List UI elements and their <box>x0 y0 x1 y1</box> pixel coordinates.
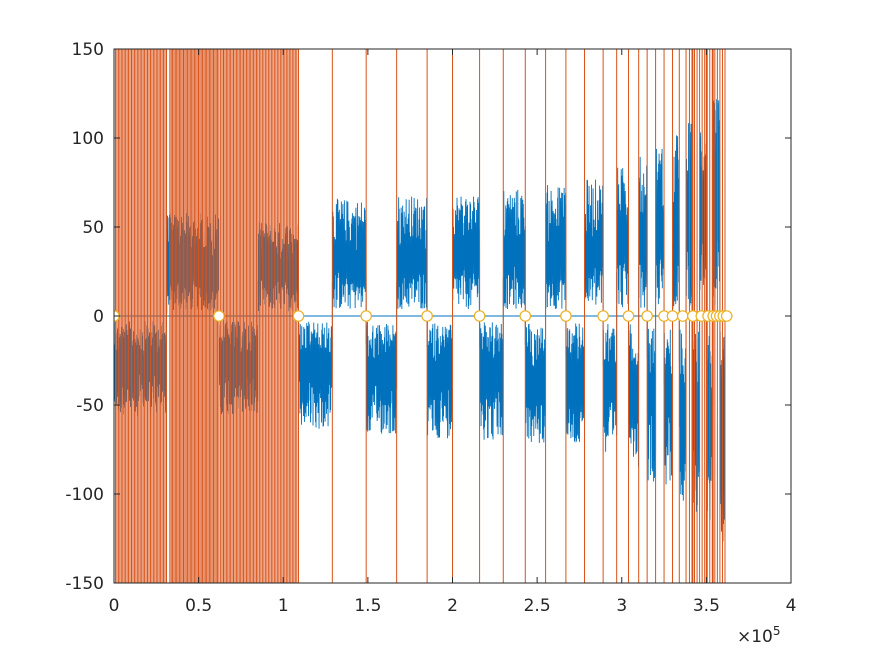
x-exponent-base: ×10 <box>737 627 773 647</box>
x-exponent-power: 5 <box>773 624 781 638</box>
zero-crossing-marker <box>666 310 679 322</box>
signal-segment <box>426 316 453 439</box>
signal-segment <box>565 316 585 443</box>
y-axis-ticks: 150 100 50 0 -50 -100 -150 <box>65 40 791 594</box>
signal-segment <box>479 316 504 440</box>
signal-segment <box>365 316 398 434</box>
y-tick-label: 100 <box>72 129 104 149</box>
square-wave-line <box>114 49 726 583</box>
x-tick-label: 0 <box>109 596 120 616</box>
zero-crossing-marker <box>292 310 305 322</box>
y-tick-label: 150 <box>72 40 104 60</box>
signal-segment <box>663 316 673 485</box>
zero-crossing-marker <box>641 310 653 322</box>
zero-crossing-marker <box>597 310 609 322</box>
signal-segment <box>298 316 333 429</box>
signal-segment <box>584 179 604 316</box>
x-tick-label: 1 <box>278 596 289 616</box>
zero-crossing-marker <box>213 310 225 322</box>
signal-segment <box>646 316 657 482</box>
y-tick-label: -100 <box>65 485 104 505</box>
plot-area <box>114 49 733 583</box>
x-tick-label: 4 <box>786 596 797 616</box>
series-square-wave <box>114 49 726 583</box>
signal-segment <box>638 156 648 316</box>
signal-segment <box>616 167 629 316</box>
y-tick-label: 0 <box>93 307 104 327</box>
signal-segment <box>396 196 428 316</box>
zero-crossing-marker <box>622 310 635 322</box>
x-tick-label: 0.5 <box>185 596 212 616</box>
y-tick-label: 50 <box>82 218 104 238</box>
series-markers <box>114 310 733 322</box>
signal-segment <box>331 198 367 316</box>
zero-crossing-marker <box>360 310 372 322</box>
signal-segment <box>678 316 687 501</box>
signal-segment <box>712 99 721 316</box>
y-tick-label: -50 <box>76 396 104 416</box>
signal-segment <box>672 135 680 316</box>
zero-crossing-marker <box>473 310 486 322</box>
y-tick-label: -150 <box>65 574 104 594</box>
signal-segment <box>524 316 547 443</box>
signal-segment <box>628 316 640 467</box>
x-tick-label: 3.5 <box>693 596 720 616</box>
signal-segment <box>655 148 665 316</box>
x-tick-label: 2.5 <box>524 596 551 616</box>
zero-crossing-marker <box>560 310 572 322</box>
signal-segment <box>602 316 618 452</box>
signal-segment <box>692 316 701 512</box>
zero-crossing-marker <box>720 310 733 322</box>
signal-segment <box>452 196 481 316</box>
signal-segment <box>699 132 707 316</box>
x-tick-label: 1.5 <box>354 596 381 616</box>
x-tick-label: 2 <box>447 596 458 616</box>
signal-segment <box>502 189 526 316</box>
zero-crossing-marker <box>676 310 689 322</box>
x-tick-label: 3 <box>616 596 627 616</box>
zero-crossing-marker <box>519 310 532 322</box>
x-axis-ticks: 0 0.5 1 1.5 2 2.5 3 3.5 4 <box>109 49 797 616</box>
x-axis-exponent-label: ×105 <box>737 624 781 647</box>
signal-segment <box>545 185 567 316</box>
zero-crossing-marker <box>421 310 433 322</box>
